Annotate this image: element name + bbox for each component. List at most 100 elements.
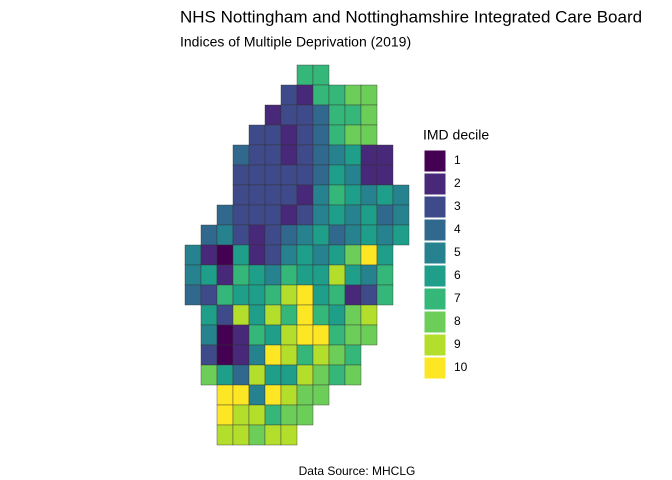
area	[312, 344, 330, 366]
area	[232, 404, 250, 426]
area	[280, 344, 298, 366]
area	[328, 224, 346, 246]
area	[312, 164, 330, 186]
area	[264, 404, 282, 426]
area	[296, 184, 314, 206]
area	[280, 164, 298, 186]
area	[344, 144, 362, 166]
area	[328, 264, 346, 286]
legend-swatch	[423, 195, 447, 219]
area	[232, 304, 250, 326]
legend-swatch	[423, 149, 447, 173]
area	[296, 304, 314, 326]
area	[248, 164, 266, 186]
area	[360, 304, 378, 326]
area	[216, 424, 234, 446]
area	[264, 304, 282, 326]
area	[200, 244, 218, 266]
area	[296, 324, 314, 346]
area	[200, 364, 218, 386]
area	[312, 324, 330, 346]
area	[296, 204, 314, 226]
area	[200, 284, 218, 306]
area	[376, 164, 394, 186]
area	[216, 324, 234, 346]
area	[248, 224, 266, 246]
area	[264, 104, 282, 126]
area	[232, 384, 250, 406]
area	[216, 364, 234, 386]
area	[360, 144, 378, 166]
area	[232, 224, 250, 246]
area	[344, 244, 362, 266]
area	[232, 424, 250, 446]
area	[248, 304, 266, 326]
area	[296, 104, 314, 126]
legend-label: 7	[454, 291, 461, 305]
area	[248, 344, 266, 366]
area	[248, 384, 266, 406]
area	[312, 244, 330, 266]
area	[280, 104, 298, 126]
area	[296, 384, 314, 406]
area	[280, 244, 298, 266]
area	[360, 224, 378, 246]
area	[328, 284, 346, 306]
area	[264, 184, 282, 206]
area	[344, 224, 362, 246]
area	[344, 284, 362, 306]
area	[264, 424, 282, 446]
area	[376, 144, 394, 166]
area	[280, 284, 298, 306]
area	[264, 204, 282, 226]
area	[312, 124, 330, 146]
legend-label: 10	[454, 360, 468, 374]
legend-swatch	[423, 356, 447, 380]
area	[216, 384, 234, 406]
area	[296, 264, 314, 286]
legend-label: 2	[454, 176, 461, 190]
legend-swatch	[423, 241, 447, 265]
area	[312, 184, 330, 206]
area	[248, 424, 266, 446]
area	[312, 284, 330, 306]
area	[280, 264, 298, 286]
area	[264, 144, 282, 166]
area	[360, 284, 378, 306]
area	[232, 324, 250, 346]
legend-label: 6	[454, 268, 461, 282]
area	[280, 404, 298, 426]
area	[328, 124, 346, 146]
area	[312, 264, 330, 286]
area	[376, 224, 394, 246]
area	[392, 184, 410, 206]
area	[248, 204, 266, 226]
area	[328, 304, 346, 326]
area	[184, 284, 202, 306]
legend-swatch	[423, 287, 447, 311]
area	[296, 84, 314, 106]
area	[264, 124, 282, 146]
area	[312, 144, 330, 166]
area	[376, 244, 394, 266]
area	[216, 224, 234, 246]
area	[392, 224, 410, 246]
area	[232, 144, 250, 166]
area	[328, 244, 346, 266]
legend-swatch	[423, 310, 447, 334]
subtitle: Indices of Multiple Deprivation (2019)	[180, 34, 411, 50]
area	[280, 184, 298, 206]
area	[296, 344, 314, 366]
area	[264, 224, 282, 246]
legend-label: 4	[454, 222, 461, 236]
area	[184, 264, 202, 286]
area	[312, 304, 330, 326]
caption: Data Source: MHCLG	[299, 464, 416, 478]
area	[248, 324, 266, 346]
area	[328, 204, 346, 226]
area	[296, 64, 314, 86]
area	[264, 164, 282, 186]
legend: 1 2 3 4 5 6 7 8 9 10	[423, 149, 468, 380]
area	[328, 364, 346, 386]
legend-label: 3	[454, 199, 461, 213]
